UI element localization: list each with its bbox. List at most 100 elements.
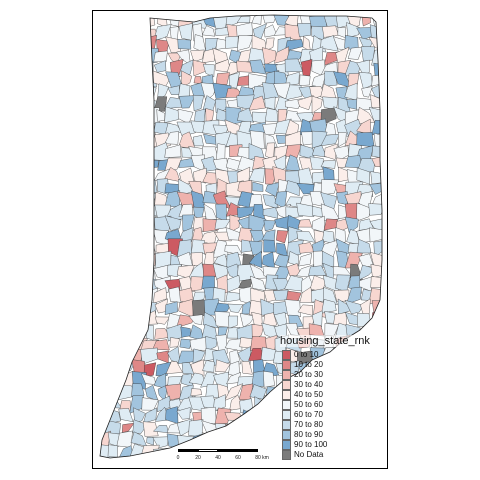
zip-area <box>100 275 110 294</box>
legend-label: 30 to 40 <box>294 380 323 389</box>
zip-area <box>128 274 148 289</box>
zip-area <box>108 262 124 282</box>
zip-area <box>131 142 146 158</box>
zip-area <box>202 218 219 233</box>
zip-area <box>248 167 266 183</box>
legend-item: 70 to 80 <box>282 420 372 430</box>
legend-item: No Data <box>282 450 372 460</box>
zip-area <box>130 431 148 447</box>
legend-swatch <box>282 430 291 440</box>
zip-area <box>320 133 340 147</box>
scale-bar-tick: 20 <box>195 455 201 461</box>
legend-swatch <box>282 370 291 380</box>
zip-area <box>131 51 146 65</box>
zip-area <box>373 239 382 258</box>
zip-area <box>177 39 192 50</box>
zip-area <box>134 34 143 49</box>
zip-area <box>192 59 207 77</box>
legend-swatch <box>282 410 291 420</box>
zip-area <box>165 406 179 424</box>
zip-area <box>265 182 280 197</box>
zip-area <box>249 59 267 75</box>
legend-swatch <box>282 380 291 390</box>
zip-area <box>107 444 118 458</box>
scale-bar-tick: 40 <box>215 455 221 461</box>
legend-swatch <box>282 390 291 400</box>
zip-area <box>104 348 123 365</box>
zip-area <box>128 311 145 326</box>
zip-area <box>140 15 156 30</box>
zip-area <box>297 167 314 185</box>
zip-area <box>252 181 264 192</box>
zip-area <box>357 313 372 327</box>
zip-area <box>201 432 220 450</box>
zip-area <box>141 166 155 184</box>
zip-area <box>225 424 242 438</box>
zip-area <box>214 26 231 36</box>
zip-area <box>178 95 196 109</box>
zip-area <box>116 279 136 292</box>
zip-area <box>265 386 279 401</box>
zip-area <box>141 159 160 170</box>
zip-area <box>100 15 108 29</box>
zip-area <box>106 95 123 110</box>
zip-area <box>117 204 135 222</box>
zip-area <box>263 370 275 388</box>
zip-area <box>228 315 239 329</box>
zip-area <box>132 419 148 434</box>
zip-area <box>252 111 268 125</box>
legend: 0 to 10 10 to 20 20 to 30 30 to 40 40 to… <box>282 350 372 460</box>
zip-area <box>190 49 205 63</box>
zip-area <box>119 456 130 458</box>
zip-area <box>285 180 300 197</box>
zip-area <box>371 311 382 327</box>
zip-area <box>297 219 313 228</box>
zip-area <box>164 131 180 145</box>
zip-area <box>274 254 290 269</box>
zip-area <box>369 227 382 243</box>
zip-area <box>310 460 325 473</box>
zip-area <box>109 120 122 136</box>
zip-area <box>338 132 347 148</box>
zip-area <box>370 264 382 279</box>
zip-area <box>117 168 135 185</box>
zip-area <box>164 215 182 231</box>
zip-area <box>106 203 120 219</box>
zip-area <box>344 299 364 315</box>
zip-area <box>167 85 180 95</box>
legend-item: 80 to 90 <box>282 430 372 440</box>
zip-area <box>130 323 146 342</box>
zip-area <box>140 61 154 75</box>
zip-area <box>263 394 280 412</box>
legend-label: 80 to 90 <box>294 430 323 439</box>
zip-area <box>100 443 111 458</box>
zip-area <box>128 286 147 306</box>
zip-area <box>100 408 111 424</box>
zip-area <box>188 314 203 325</box>
zip-area <box>370 171 382 185</box>
zip-area <box>153 50 168 63</box>
zip-area <box>141 120 156 138</box>
zip-area <box>202 63 215 78</box>
zip-area <box>133 407 146 424</box>
zip-area <box>177 350 196 364</box>
zip-area <box>178 23 193 41</box>
zip-area <box>128 106 147 124</box>
zip-area <box>104 370 120 390</box>
zip-area <box>169 337 180 348</box>
zip-area <box>176 121 196 137</box>
zip-area <box>105 15 123 28</box>
zip-area <box>117 336 134 353</box>
zip-area <box>117 144 136 160</box>
zip-area <box>106 87 123 101</box>
zip-area <box>104 336 121 353</box>
scale-bar-segment <box>178 449 198 452</box>
zip-area <box>132 121 147 135</box>
zip-area <box>249 130 265 150</box>
zip-area <box>118 288 131 302</box>
zip-area <box>248 432 266 450</box>
zip-area <box>109 50 124 61</box>
legend-label: 20 to 30 <box>294 370 323 379</box>
zip-area <box>374 384 382 397</box>
zip-area <box>262 82 279 101</box>
